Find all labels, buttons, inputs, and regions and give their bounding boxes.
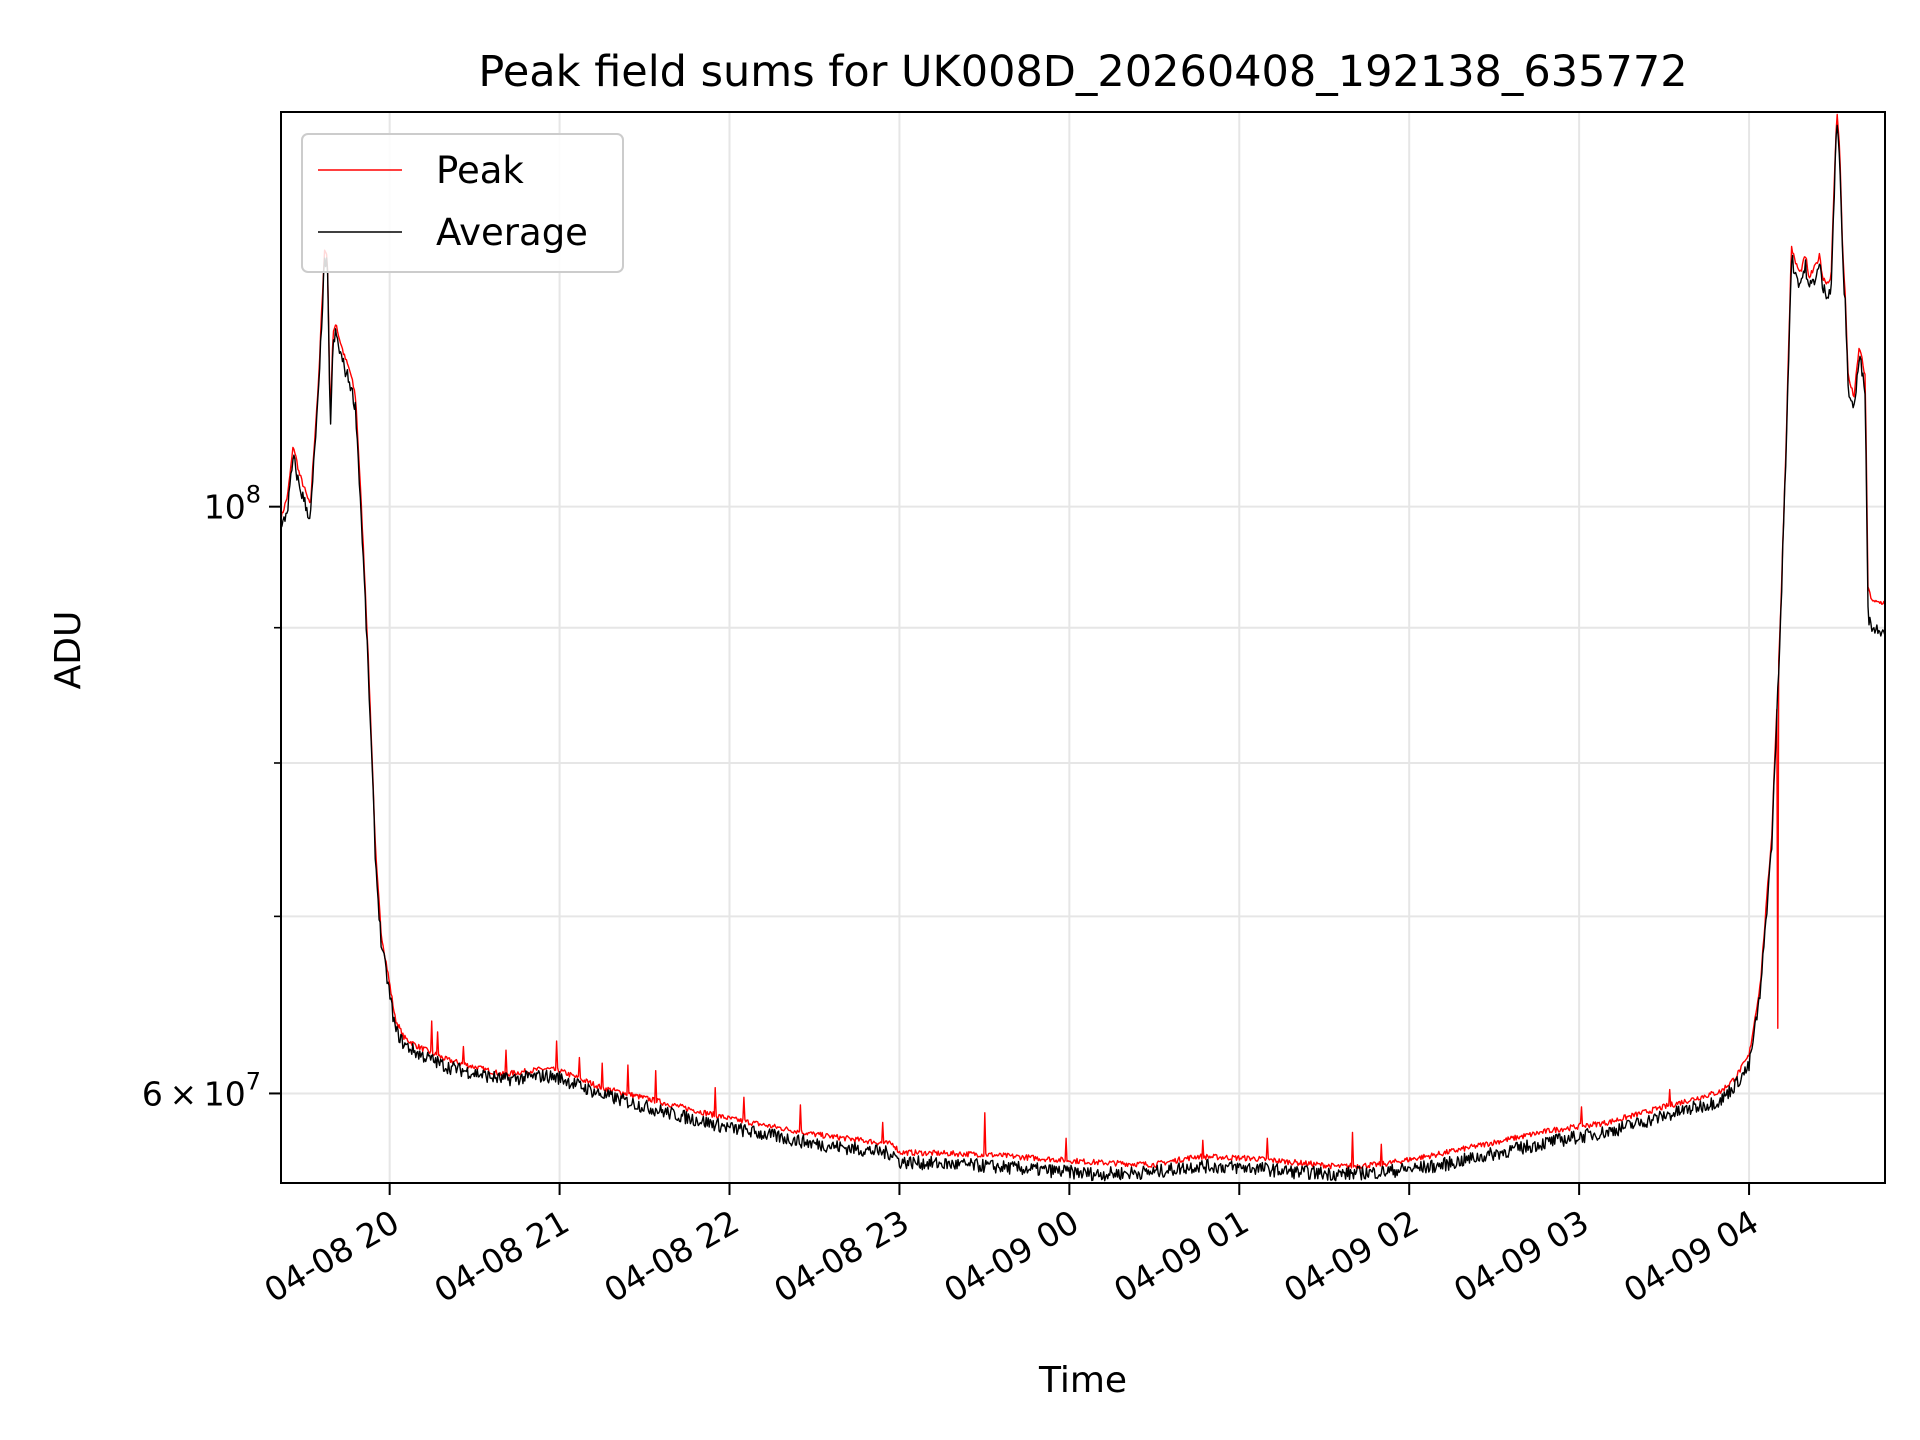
x-axis-label: Time (1038, 1360, 1127, 1401)
y-axis-label: ADU (48, 611, 89, 690)
y-tick-label: 108 (204, 481, 261, 527)
legend: Peak Average (301, 133, 624, 273)
legend-box (301, 133, 624, 273)
chart-title: Peak field sums for UK008D_20260408_1921… (478, 47, 1687, 97)
y-tick-label: 6 × 107 (142, 1067, 261, 1113)
series-layer (280, 113, 1886, 1182)
plot-frame (280, 111, 1886, 1184)
legend-label-peak: Peak (436, 149, 524, 192)
y-axis-ticks: 6 × 107 108 (142, 481, 281, 1113)
grid (281, 112, 1885, 1183)
series-line-average (280, 124, 1886, 1182)
series-line-peak (280, 113, 1886, 1170)
legend-label-average: Average (436, 211, 588, 254)
